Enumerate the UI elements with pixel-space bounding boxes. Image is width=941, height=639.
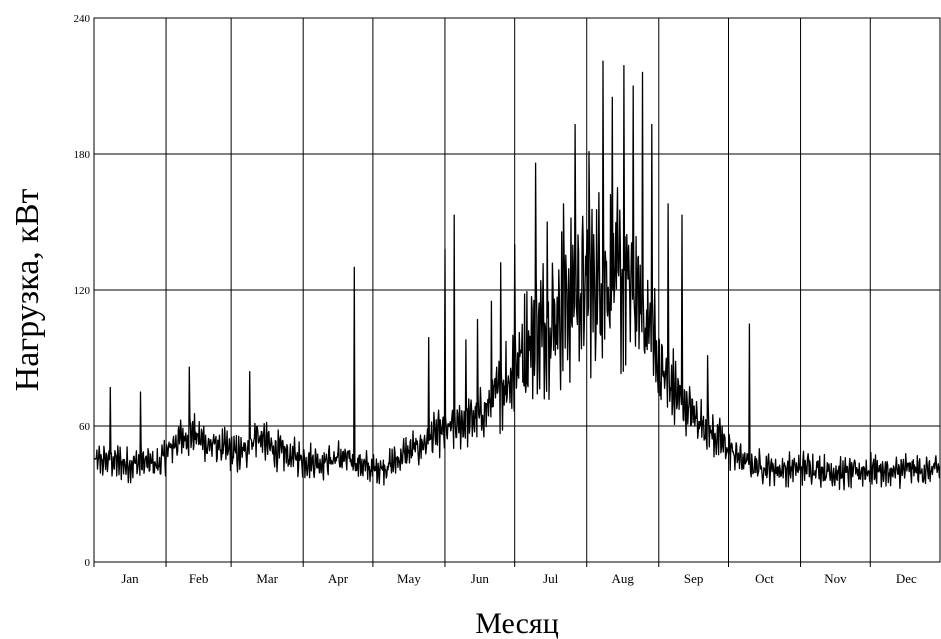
- x-tick-label: Jul: [543, 571, 559, 586]
- y-tick-label: 0: [85, 557, 91, 569]
- x-axis-ticks: Jan Feb Mar Apr May Jun Jul Aug Sep Oct Nov Dec: [121, 571, 917, 586]
- series-group: [93, 60, 941, 491]
- load-series-line: [93, 60, 941, 491]
- x-axis-label: Месяц: [475, 607, 559, 639]
- x-tick-label: Jan: [121, 571, 139, 586]
- x-tick-label: May: [397, 571, 421, 586]
- x-tick-label: Feb: [189, 571, 209, 586]
- x-tick-label: Oct: [755, 571, 774, 586]
- y-tick-label: 180: [74, 149, 91, 161]
- x-tick-label: Dec: [896, 571, 917, 586]
- y-tick-label: 60: [79, 421, 91, 433]
- x-tick-label: Jun: [471, 571, 490, 586]
- y-tick-label: 120: [74, 285, 91, 297]
- x-tick-label: Sep: [684, 571, 704, 586]
- plot-frame: [93, 17, 941, 563]
- grid: [93, 18, 940, 567]
- y-axis-label: Нагрузка, кВт: [9, 189, 46, 392]
- y-axis-ticks: 0 60 120 180 240: [74, 13, 91, 569]
- x-tick-label: Apr: [328, 571, 349, 586]
- x-tick-label: Mar: [256, 571, 278, 586]
- x-tick-label: Nov: [824, 571, 847, 586]
- x-tick-label: Aug: [612, 571, 635, 586]
- y-tick-label: 240: [74, 13, 91, 25]
